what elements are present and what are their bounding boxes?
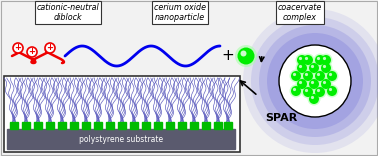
Circle shape xyxy=(305,73,308,76)
Bar xyxy=(166,122,174,129)
Bar xyxy=(130,122,138,129)
Bar xyxy=(82,122,90,129)
Circle shape xyxy=(290,70,302,83)
Text: +: + xyxy=(46,44,54,53)
Circle shape xyxy=(307,78,321,90)
Circle shape xyxy=(302,70,314,83)
Circle shape xyxy=(299,65,302,68)
Circle shape xyxy=(297,55,307,65)
Circle shape xyxy=(293,88,296,91)
Circle shape xyxy=(313,85,327,98)
Circle shape xyxy=(319,54,333,66)
Bar xyxy=(142,122,150,129)
Circle shape xyxy=(302,85,314,98)
Circle shape xyxy=(319,61,333,75)
Circle shape xyxy=(327,86,337,96)
Circle shape xyxy=(303,55,313,65)
Bar xyxy=(22,122,30,129)
Bar xyxy=(154,122,162,129)
Circle shape xyxy=(305,89,308,92)
Text: SPAR: SPAR xyxy=(265,113,297,123)
Bar xyxy=(34,122,42,129)
Bar xyxy=(118,122,126,129)
Circle shape xyxy=(267,33,363,129)
Circle shape xyxy=(329,73,332,76)
Circle shape xyxy=(323,65,326,68)
Bar xyxy=(106,122,114,129)
Circle shape xyxy=(317,57,320,60)
Circle shape xyxy=(27,47,37,57)
Circle shape xyxy=(307,93,321,105)
Circle shape xyxy=(325,70,339,83)
Circle shape xyxy=(317,89,320,92)
Circle shape xyxy=(327,71,337,81)
Circle shape xyxy=(329,88,332,91)
Bar xyxy=(224,122,232,129)
Circle shape xyxy=(311,65,314,68)
Circle shape xyxy=(296,78,308,90)
Circle shape xyxy=(321,63,331,73)
Circle shape xyxy=(323,81,326,84)
Circle shape xyxy=(45,43,55,53)
Text: cerium oxide
nanoparticle: cerium oxide nanoparticle xyxy=(154,3,206,22)
Circle shape xyxy=(299,81,302,84)
Circle shape xyxy=(302,54,314,66)
Circle shape xyxy=(237,47,254,64)
Circle shape xyxy=(13,43,23,53)
Circle shape xyxy=(296,61,308,75)
Circle shape xyxy=(251,17,378,145)
Circle shape xyxy=(303,71,313,81)
Bar xyxy=(190,122,198,129)
Circle shape xyxy=(325,85,339,98)
Text: cationic-neutral
diblock: cationic-neutral diblock xyxy=(37,3,99,22)
Bar xyxy=(46,122,54,129)
Circle shape xyxy=(305,57,308,60)
Bar xyxy=(202,122,210,129)
Circle shape xyxy=(311,81,314,84)
Circle shape xyxy=(291,86,301,96)
Circle shape xyxy=(291,71,301,81)
Text: +: + xyxy=(28,47,36,56)
Circle shape xyxy=(323,57,326,60)
Circle shape xyxy=(290,85,302,98)
Circle shape xyxy=(296,54,308,66)
Circle shape xyxy=(313,70,327,83)
Circle shape xyxy=(315,87,325,97)
Circle shape xyxy=(297,79,307,89)
Circle shape xyxy=(315,55,325,65)
Circle shape xyxy=(307,61,321,75)
Text: +: + xyxy=(222,49,234,63)
Bar xyxy=(70,122,78,129)
Circle shape xyxy=(309,79,319,89)
Circle shape xyxy=(319,78,333,90)
Text: polystyrene substrate: polystyrene substrate xyxy=(79,134,163,144)
Circle shape xyxy=(317,73,320,76)
Circle shape xyxy=(309,94,319,104)
Circle shape xyxy=(311,96,314,99)
Bar xyxy=(214,122,222,129)
Circle shape xyxy=(235,45,257,67)
Text: +: + xyxy=(14,44,22,53)
Bar xyxy=(4,76,240,152)
Bar xyxy=(178,122,186,129)
Circle shape xyxy=(259,25,371,137)
Bar xyxy=(10,122,18,129)
Circle shape xyxy=(309,63,319,73)
Circle shape xyxy=(293,73,296,76)
Circle shape xyxy=(303,87,313,97)
Circle shape xyxy=(321,55,331,65)
Circle shape xyxy=(297,63,307,73)
Circle shape xyxy=(279,45,351,117)
Circle shape xyxy=(315,71,325,81)
Circle shape xyxy=(299,57,302,60)
Bar xyxy=(7,129,235,149)
Circle shape xyxy=(243,9,378,153)
Circle shape xyxy=(240,51,246,56)
Circle shape xyxy=(313,54,327,66)
Bar xyxy=(94,122,102,129)
Bar xyxy=(58,122,66,129)
Circle shape xyxy=(321,79,331,89)
Text: coacervate
complex: coacervate complex xyxy=(278,3,322,22)
